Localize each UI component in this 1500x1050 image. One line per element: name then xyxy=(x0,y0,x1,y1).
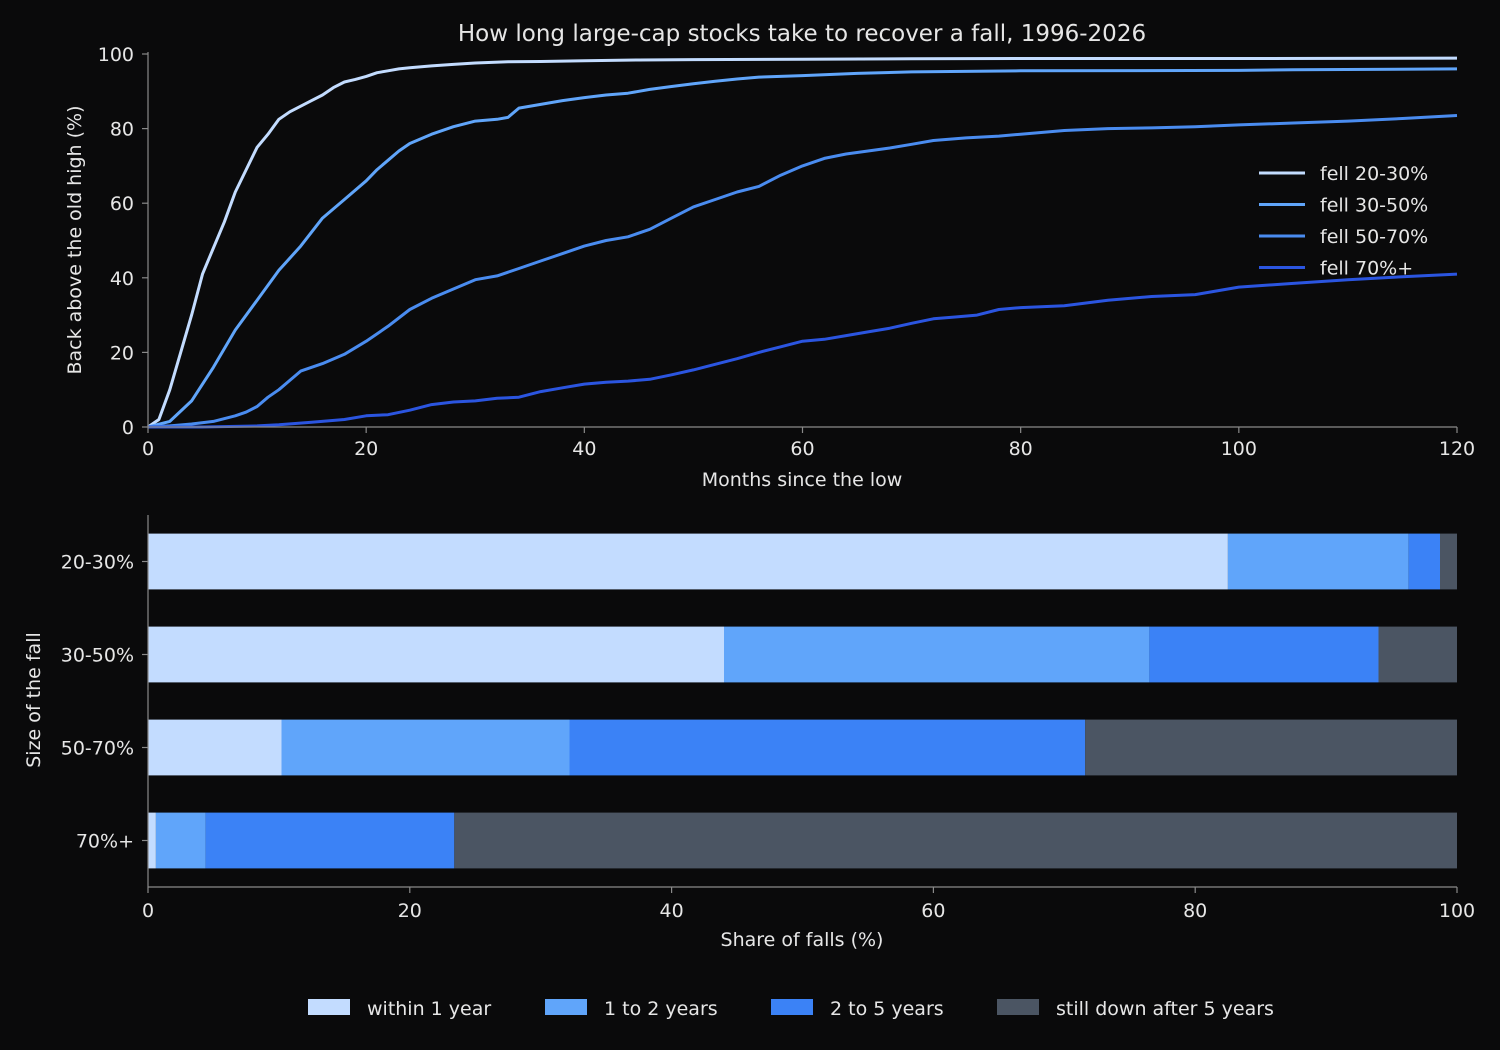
line-x-tick-label: 40 xyxy=(572,438,596,460)
bar-30-50-still-down-after-5-years xyxy=(1378,626,1457,683)
bar-50-70-1-to-2-years xyxy=(281,719,570,776)
line-x-tick-label: 0 xyxy=(142,438,154,460)
legend-label-1-to-2-years: 1 to 2 years xyxy=(604,998,718,1020)
bar-legend: within 1 year 1 to 2 years 2 to 5 years sti… xyxy=(308,998,1274,1020)
line-x-tick-label: 20 xyxy=(354,438,378,460)
bar-50-70-2-to-5-years xyxy=(569,719,1086,776)
legend-label-fell-70: fell 70%+ xyxy=(1320,258,1413,280)
bar-category-label: 70%+ xyxy=(76,831,134,853)
series-line-fell-30-50 xyxy=(147,67,1458,429)
bar-x-tick-label: 100 xyxy=(1439,900,1475,922)
bar-x-tick-label: 80 xyxy=(1183,900,1207,922)
legend-swatch-1-to-2-years xyxy=(545,999,587,1015)
legend-label-fell-30-50: fell 30-50% xyxy=(1320,195,1428,217)
bar-20-30-2-to-5-years xyxy=(1408,533,1440,590)
line-x-tick-label: 120 xyxy=(1439,438,1475,460)
bar-y-axis-label: Size of the fall xyxy=(23,632,45,768)
line-chart: 0 20 40 60 80 100 120 0 20 40 60 80 100 Months since… xyxy=(64,44,1475,491)
bar-chart: 20-30% 30-50% 50-70% 70%+ 0 20 40 60 80 100 Share… xyxy=(23,515,1475,1020)
bar-x-tick-label: 20 xyxy=(398,900,422,922)
series-line-fell-70 xyxy=(148,272,1458,429)
bar-x-axis-label: Share of falls (%) xyxy=(721,929,884,951)
line-y-tick-label: 80 xyxy=(110,119,134,141)
legend-label-fell-20-30: fell 20-30% xyxy=(1320,163,1428,185)
bar-20-30-within-1-year xyxy=(148,533,1228,590)
line-y-tick-label: 40 xyxy=(110,268,134,290)
line-x-axis-label: Months since the low xyxy=(702,469,903,491)
line-x-tick-label: 60 xyxy=(790,438,814,460)
legend-swatch-2-to-5-years xyxy=(771,999,813,1015)
chart-title: How long large-cap stocks take to recove… xyxy=(458,21,1146,47)
line-y-tick-label: 20 xyxy=(110,342,134,364)
legend-label-within-1-year: within 1 year xyxy=(367,998,491,1020)
line-y-axis-label: Back above the old high (%) xyxy=(64,105,86,374)
bar-x-tick-label: 0 xyxy=(142,900,154,922)
series-line-fell-20-30 xyxy=(147,56,1458,429)
bar-category-label: 50-70% xyxy=(61,738,134,760)
legend-label-2-to-5-years: 2 to 5 years xyxy=(830,998,944,1020)
bar-20-30-still-down-after-5-years xyxy=(1440,533,1457,590)
line-x-tick-label: 100 xyxy=(1221,438,1257,460)
bar-x-tick-label: 40 xyxy=(660,900,684,922)
line-y-tick-label: 100 xyxy=(98,44,134,66)
legend-label-fell-50-70: fell 50-70% xyxy=(1320,226,1428,248)
bar-category-label: 20-30% xyxy=(61,552,134,574)
legend-swatch-still-down-after-5-years xyxy=(997,999,1039,1015)
bar-20-30-1-to-2-years xyxy=(1227,533,1409,590)
bar-70-within-1-year xyxy=(148,812,156,869)
bar-30-50-1-to-2-years xyxy=(724,626,1150,683)
bar-70-1-to-2-years xyxy=(155,812,206,869)
bar-50-70-within-1-year xyxy=(148,719,282,776)
line-x-tick-label: 80 xyxy=(1009,438,1033,460)
bar-category-label: 30-50% xyxy=(61,645,134,667)
line-legend: fell 20-30% fell 30-50% fell 50-70% fell 70… xyxy=(1259,163,1428,280)
legend-swatch-within-1-year xyxy=(308,999,350,1015)
bar-50-70-still-down-after-5-years xyxy=(1085,719,1457,776)
bar-30-50-within-1-year xyxy=(148,626,724,683)
bar-70-2-to-5-years xyxy=(205,812,455,869)
legend-label-still-down-after-5-years: still down after 5 years xyxy=(1056,998,1274,1020)
series-line-fell-50-70 xyxy=(147,114,1458,429)
line-y-tick-label: 0 xyxy=(122,417,134,439)
line-y-tick-label: 60 xyxy=(110,193,134,215)
bar-30-50-2-to-5-years xyxy=(1149,626,1379,683)
bar-x-tick-label: 60 xyxy=(921,900,945,922)
bar-70-still-down-after-5-years xyxy=(454,812,1457,869)
